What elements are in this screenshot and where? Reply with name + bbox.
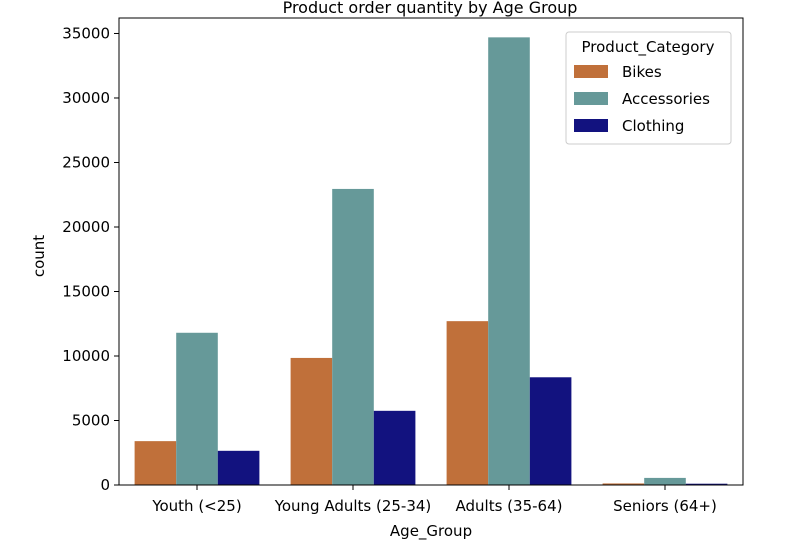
y-tick-label: 20000: [62, 218, 110, 236]
legend: Product_Category Bikes Accessories Clothin…: [565, 31, 732, 145]
y-tick-label: 30000: [62, 89, 110, 107]
legend-label-accessories: Accessories: [622, 90, 710, 108]
y-tick-label: 10000: [62, 347, 110, 365]
bar-bikes-adults-35-64: [446, 321, 489, 485]
y-tick-label: 5000: [72, 411, 110, 429]
bar-accessories-seniors-64: [644, 477, 686, 485]
x-axis-label: Age_Group: [390, 522, 472, 541]
legend-swatch-accessories: [574, 92, 608, 105]
y-axis-label: count: [30, 235, 48, 277]
legend-label-clothing: Clothing: [622, 117, 684, 135]
y-tick-label: 25000: [62, 153, 110, 171]
x-axis: Youth (<25) Young Adults (25-34) Adults (3…: [151, 485, 717, 515]
bar-accessories-adults-35-64: [488, 37, 530, 485]
bar-clothing-adults-35-64: [529, 377, 572, 485]
x-tick-label: Youth (<25): [151, 497, 241, 515]
plot-frame: [118, 17, 744, 486]
bar-bikes-youth-25: [134, 441, 177, 485]
bar-clothing-young-adults-25-34: [373, 410, 416, 485]
y-axis: 0 5000 10000 15000 20000 25000 30000 35000: [62, 24, 119, 494]
x-tick-label: Young Adults (25-34): [274, 497, 432, 515]
bar-accessories-young-adults-25-34: [332, 188, 374, 485]
legend-swatch-clothing: [574, 119, 608, 132]
legend-title: Product_Category: [582, 38, 715, 57]
bar-bikes-young-adults-25-34: [290, 357, 333, 485]
bars-group: [134, 37, 728, 485]
x-tick-label: Seniors (64+): [613, 497, 717, 515]
legend-box: [565, 31, 732, 145]
chart-title: Product order quantity by Age Group: [283, 0, 578, 17]
y-tick-label: 15000: [62, 282, 110, 300]
y-tick-label: 0: [100, 476, 110, 494]
bar-accessories-youth-25: [176, 332, 218, 485]
legend-swatch-bikes: [574, 65, 608, 78]
bar-clothing-youth-25: [217, 450, 260, 485]
bar-bikes-seniors-64: [602, 483, 645, 485]
legend-label-bikes: Bikes: [622, 63, 662, 81]
bar-clothing-seniors-64: [685, 483, 728, 485]
x-tick-label: Adults (35-64): [456, 497, 563, 515]
y-tick-label: 35000: [62, 24, 110, 42]
